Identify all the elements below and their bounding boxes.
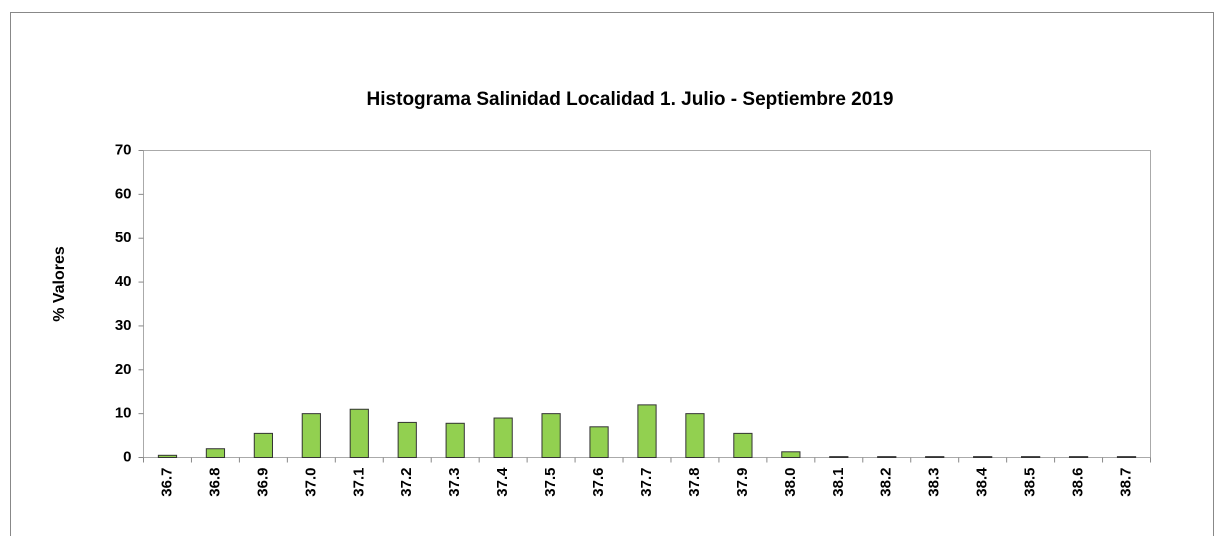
bar [925, 456, 945, 459]
x-tick-label: 37.1 [350, 468, 367, 497]
x-tick-label: 37.5 [542, 468, 559, 497]
bar [445, 422, 465, 459]
x-tick-label: 37.8 [686, 468, 703, 497]
bar [781, 451, 801, 459]
x-tick-label: 36.9 [254, 468, 271, 497]
x-tick-label: 38.5 [1022, 468, 1039, 497]
y-tick-label: 60 [115, 185, 132, 202]
y-tick-label: 20 [115, 361, 132, 378]
bar [157, 454, 178, 458]
y-tick-label: 30 [115, 317, 132, 334]
bar [829, 456, 849, 459]
bar [349, 408, 369, 458]
x-tick-label: 36.8 [206, 468, 223, 497]
bar [301, 413, 321, 458]
y-tick-label: 50 [115, 229, 132, 246]
bar [973, 456, 993, 459]
bar [541, 413, 561, 458]
x-tick-label: 37.3 [446, 468, 463, 497]
bar [253, 432, 273, 458]
bar [685, 413, 705, 458]
x-tick-label: 38.7 [1117, 468, 1134, 497]
bar [397, 421, 417, 458]
bar [493, 417, 513, 458]
bar [589, 426, 609, 458]
y-tick-label: 70 [115, 141, 132, 158]
x-tick-label: 37.4 [494, 467, 511, 497]
x-tick-label: 38.6 [1070, 468, 1087, 497]
x-tick-label: 38.0 [782, 468, 799, 497]
bar [205, 448, 226, 459]
chart-title: Histograma Salinidad Localidad 1. Julio … [367, 89, 894, 110]
y-tick-label: 10 [115, 405, 132, 422]
x-tick-label: 38.2 [878, 468, 895, 497]
x-tick-label: 37.9 [734, 468, 751, 497]
y-tick-label: 40 [115, 273, 132, 290]
bar [637, 404, 657, 458]
x-tick-label: 37.2 [398, 468, 415, 497]
x-tick-label: 38.3 [926, 468, 943, 497]
x-tick-label: 38.1 [830, 468, 847, 497]
x-tick-label: 37.7 [638, 468, 655, 497]
x-tick-label: 37.6 [590, 468, 607, 497]
bar [733, 432, 753, 458]
y-tick-label: 0 [123, 448, 131, 465]
x-tick-label: 37.0 [302, 468, 319, 497]
bar [1021, 456, 1041, 459]
y-axis-label: % Valores [51, 246, 68, 322]
x-tick-label: 38.4 [974, 467, 991, 497]
bar [1068, 456, 1089, 459]
bar [877, 456, 897, 459]
bar [1116, 456, 1137, 459]
x-tick-label: 36.7 [158, 468, 175, 497]
